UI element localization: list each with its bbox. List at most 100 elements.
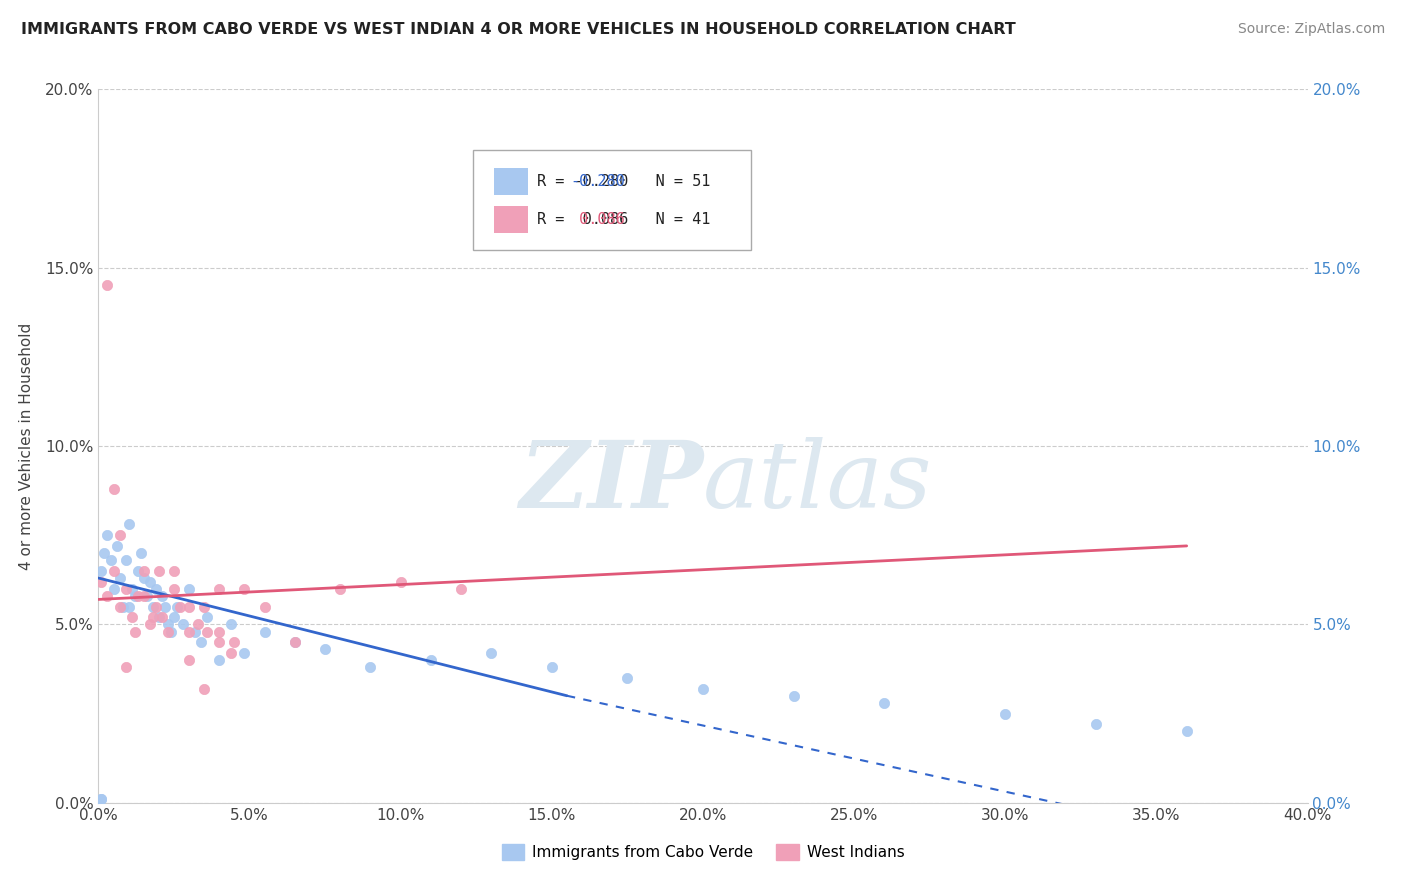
Point: [145, 582, 167, 596]
Point: [90, 564, 112, 578]
Point: [195, 624, 218, 639]
Point: [153, 599, 176, 614]
Point: [121, 610, 143, 624]
Point: [127, 589, 149, 603]
Point: [169, 599, 191, 614]
Point: [121, 582, 143, 596]
Point: [360, 660, 382, 674]
Point: [232, 582, 254, 596]
Point: [224, 635, 246, 649]
Point: [90, 792, 112, 806]
Text: atlas: atlas: [703, 437, 932, 526]
FancyBboxPatch shape: [474, 150, 751, 250]
Point: [105, 539, 128, 553]
Point: [132, 589, 155, 603]
Y-axis label: 4 or more Vehicles in Household: 4 or more Vehicles in Household: [20, 322, 34, 570]
Point: [329, 582, 352, 596]
Point: [163, 610, 186, 624]
Point: [124, 589, 146, 603]
Point: [193, 681, 215, 696]
Point: [150, 589, 173, 603]
Text: IMMIGRANTS FROM CABO VERDE VS WEST INDIAN 4 OR MORE VEHICLES IN HOUSEHOLD CORREL: IMMIGRANTS FROM CABO VERDE VS WEST INDIA…: [21, 22, 1017, 37]
Point: [389, 574, 412, 589]
Point: [179, 653, 201, 667]
Point: [221, 617, 243, 632]
Point: [208, 635, 231, 649]
Point: [108, 599, 131, 614]
Point: [108, 528, 131, 542]
Point: [540, 660, 562, 674]
Point: [163, 564, 186, 578]
Legend: Immigrants from Cabo Verde, West Indians: Immigrants from Cabo Verde, West Indians: [495, 838, 911, 866]
Point: [156, 624, 179, 639]
Point: [253, 624, 276, 639]
Point: [166, 599, 188, 614]
Point: [208, 582, 231, 596]
Point: [1175, 724, 1198, 739]
Point: [148, 564, 170, 578]
Point: [184, 624, 207, 639]
Point: [142, 610, 165, 624]
Point: [481, 646, 503, 660]
Point: [1085, 717, 1108, 731]
Point: [190, 635, 212, 649]
Point: [994, 706, 1017, 721]
Point: [195, 610, 218, 624]
Point: [284, 635, 307, 649]
Point: [114, 660, 136, 674]
Point: [148, 610, 170, 624]
Point: [208, 653, 231, 667]
Point: [93, 546, 115, 560]
Point: [96, 278, 118, 293]
Point: [132, 571, 155, 585]
Text: 0.086: 0.086: [569, 212, 624, 227]
Point: [179, 624, 201, 639]
Point: [124, 624, 146, 639]
Text: -0.280: -0.280: [569, 174, 624, 189]
Point: [139, 617, 162, 632]
Text: Source: ZipAtlas.com: Source: ZipAtlas.com: [1237, 22, 1385, 37]
FancyBboxPatch shape: [494, 168, 527, 194]
Point: [150, 610, 173, 624]
Point: [145, 599, 167, 614]
Point: [232, 646, 254, 660]
Point: [90, 792, 112, 806]
Point: [103, 564, 125, 578]
Point: [118, 599, 141, 614]
Point: [142, 599, 165, 614]
Text: ZIP: ZIP: [519, 437, 703, 526]
Point: [208, 624, 231, 639]
Point: [96, 528, 118, 542]
Point: [114, 582, 136, 596]
Point: [100, 553, 122, 567]
FancyBboxPatch shape: [494, 206, 527, 234]
Point: [156, 617, 179, 632]
Point: [616, 671, 638, 685]
Point: [284, 635, 307, 649]
Point: [420, 653, 443, 667]
Point: [127, 564, 149, 578]
Point: [783, 689, 806, 703]
Point: [179, 599, 201, 614]
Point: [139, 574, 162, 589]
Point: [160, 624, 183, 639]
Point: [253, 599, 276, 614]
Text: R = -0.280   N = 51: R = -0.280 N = 51: [537, 174, 710, 189]
Point: [103, 582, 125, 596]
Point: [179, 582, 201, 596]
Point: [96, 589, 118, 603]
Point: [450, 582, 472, 596]
Point: [873, 696, 896, 710]
Point: [314, 642, 336, 657]
Point: [135, 589, 157, 603]
Point: [103, 482, 125, 496]
Point: [163, 582, 186, 596]
Point: [193, 599, 215, 614]
Point: [118, 517, 141, 532]
Point: [132, 564, 155, 578]
Point: [221, 646, 243, 660]
Text: R =  0.086   N = 41: R = 0.086 N = 41: [537, 212, 710, 227]
Point: [111, 599, 134, 614]
Point: [129, 546, 152, 560]
Point: [187, 617, 209, 632]
